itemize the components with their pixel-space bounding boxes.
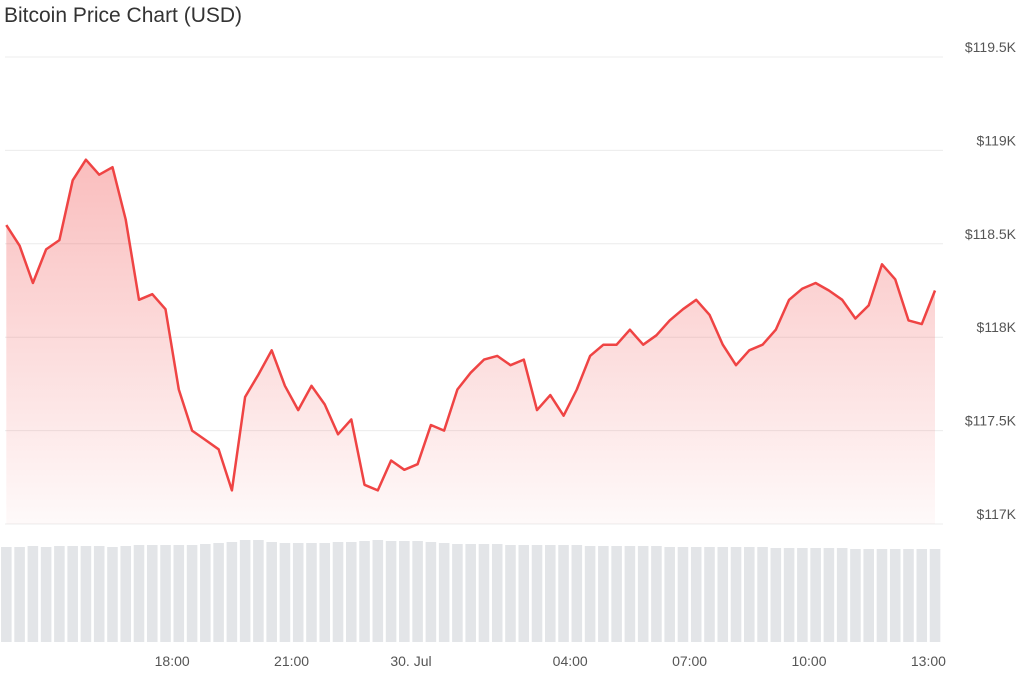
volume-bar — [624, 546, 636, 642]
volume-bar — [226, 542, 238, 642]
volume-bar — [916, 549, 928, 642]
volume-bar — [730, 547, 742, 642]
volume-bar — [505, 545, 516, 642]
volume-bar — [438, 543, 450, 642]
volume-bar — [797, 548, 808, 642]
volume-bar — [160, 545, 171, 642]
volume-bar — [823, 548, 835, 642]
volume-bar — [770, 548, 782, 642]
x-tick-label: 07:00 — [672, 653, 707, 669]
y-tick-label: $117K — [977, 506, 1017, 522]
volume-bar — [744, 547, 755, 642]
volume-bar — [704, 547, 715, 642]
volume-bar — [810, 548, 821, 642]
volume-bar — [491, 544, 503, 642]
volume-bar — [54, 546, 65, 642]
volume-bar — [717, 547, 729, 642]
volume-bar — [425, 542, 437, 642]
volume-bar — [571, 545, 583, 642]
volume-bar — [399, 541, 410, 642]
y-tick-label: $119.5K — [965, 39, 1017, 55]
volume-bar — [359, 541, 370, 642]
volume-bar — [611, 546, 622, 642]
y-tick-label: $118.5K — [965, 226, 1017, 242]
volume-bar — [677, 547, 689, 642]
volume-bar — [27, 546, 39, 642]
volume-bar — [292, 543, 304, 642]
volume-bar — [107, 547, 118, 642]
price-line — [5, 158, 937, 492]
volume-bar — [863, 549, 874, 642]
x-tick-label: 13:00 — [911, 653, 946, 669]
volume-bar — [664, 547, 675, 642]
volume-bar — [836, 548, 848, 642]
volume-bar — [465, 544, 476, 642]
x-tick-label: 30. Jul — [390, 653, 431, 669]
volume-bar — [876, 549, 888, 642]
volume-bar — [80, 546, 92, 642]
volume-bar — [213, 543, 224, 642]
volume-bar — [598, 546, 609, 642]
volume-bar — [239, 540, 251, 642]
volume-bar — [637, 546, 649, 642]
volume-bar — [266, 542, 277, 642]
volume-bar — [14, 547, 25, 642]
volume-bar — [558, 545, 569, 642]
volume-bar — [584, 546, 596, 642]
volume-bar — [531, 545, 543, 642]
volume-bar — [173, 545, 185, 642]
volume-bar — [452, 544, 463, 642]
price-area — [6, 159, 936, 524]
volume-bar — [120, 546, 132, 642]
x-tick-label: 18:00 — [155, 653, 190, 669]
volume-bar — [412, 541, 423, 642]
x-tick-label: 04:00 — [553, 653, 588, 669]
volume-bar — [651, 546, 662, 642]
volume-bar — [332, 542, 344, 642]
x-tick-label: 10:00 — [791, 653, 826, 669]
volume-bar — [306, 543, 317, 642]
volume-bar — [478, 544, 490, 642]
volume-bar — [146, 545, 158, 642]
volume-bar — [253, 540, 264, 642]
chart-title: Bitcoin Price Chart (USD) — [4, 4, 242, 27]
volume-bar — [545, 545, 556, 642]
volume-bar — [345, 542, 357, 642]
y-tick-label: $117.5K — [965, 413, 1017, 429]
volume-bar — [518, 545, 530, 642]
volume-bar — [372, 540, 384, 642]
volume-bar — [200, 544, 211, 642]
volume-bar — [133, 545, 145, 642]
y-tick-label: $118K — [977, 319, 1017, 335]
volume-bar — [40, 547, 52, 642]
volume-bar — [929, 549, 941, 642]
x-tick-label: 21:00 — [274, 653, 309, 669]
volume-bar — [783, 548, 795, 642]
volume-bar — [903, 549, 914, 642]
volume-bar — [279, 543, 291, 642]
volume-bar — [1, 547, 12, 642]
volume-bar — [385, 541, 397, 642]
volume-bar — [67, 546, 78, 642]
volume-bar — [319, 543, 331, 642]
volume-bar — [186, 545, 198, 642]
volume-bar — [889, 549, 901, 642]
volume-bar — [690, 547, 702, 642]
volume-bar — [93, 546, 105, 642]
volume-bar — [757, 547, 768, 642]
volume-bar — [850, 549, 861, 642]
y-tick-label: $119K — [977, 132, 1017, 148]
